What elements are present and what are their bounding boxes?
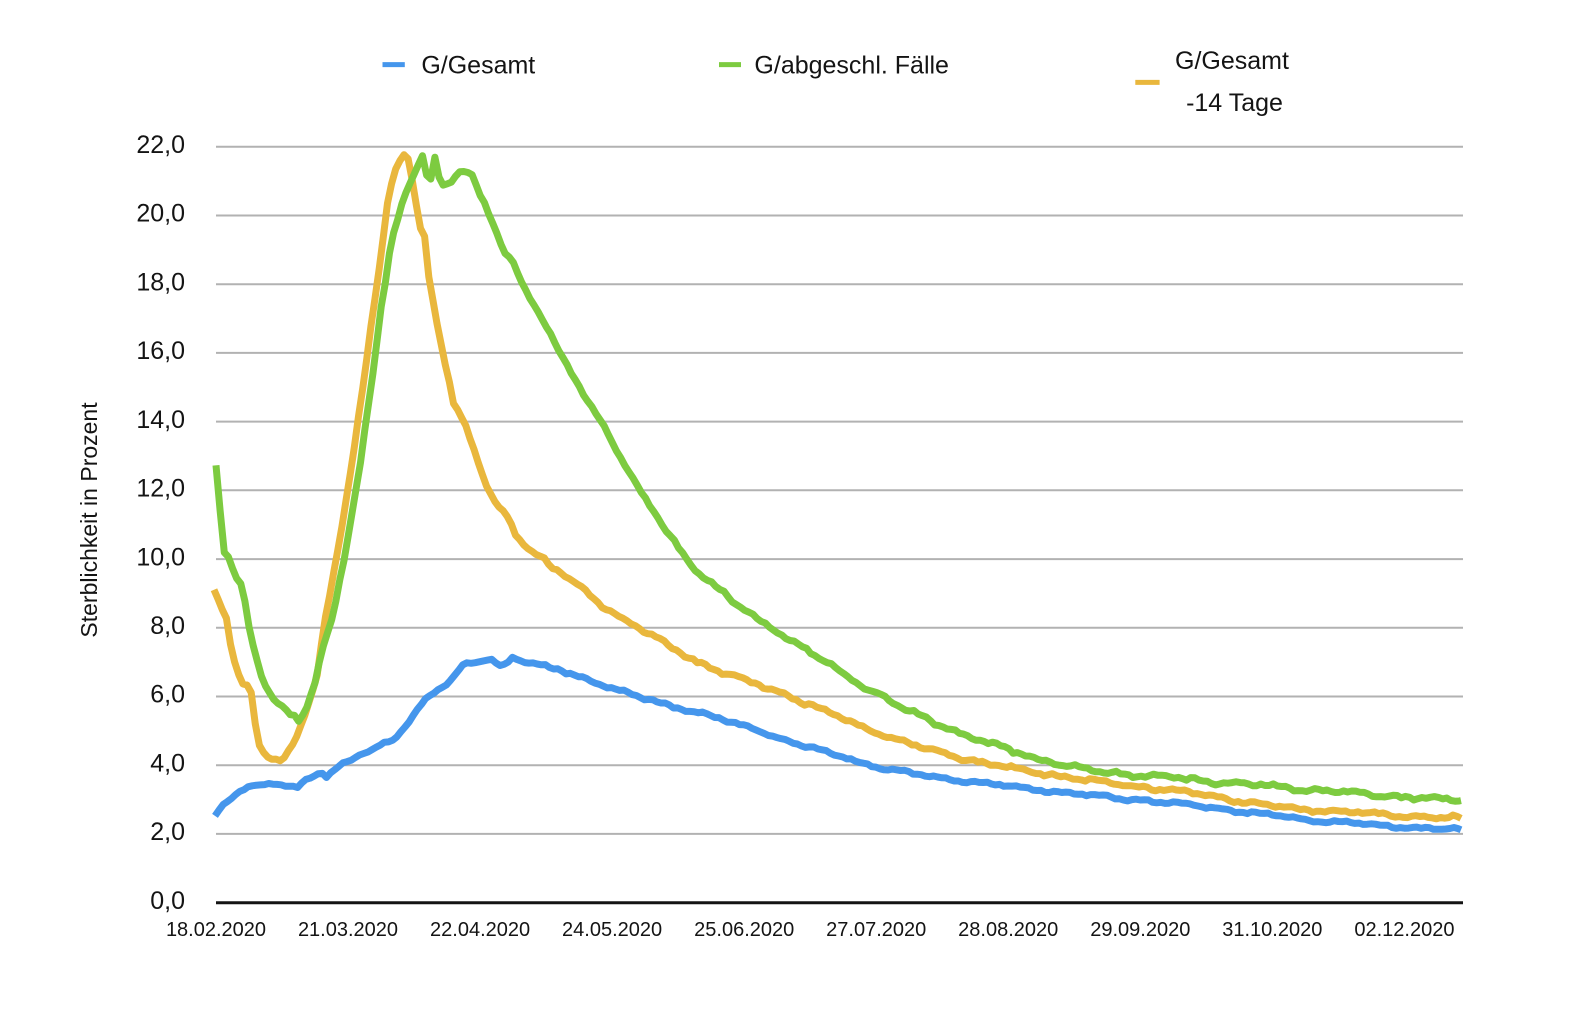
- svg-text:24.05.2020: 24.05.2020: [562, 919, 662, 941]
- svg-text:2,0: 2,0: [150, 818, 185, 846]
- svg-text:22.04.2020: 22.04.2020: [430, 919, 530, 941]
- svg-text:29.09.2020: 29.09.2020: [1090, 919, 1190, 941]
- svg-text:21.03.2020: 21.03.2020: [298, 919, 398, 941]
- svg-text:6,0: 6,0: [150, 681, 185, 709]
- svg-text:14,0: 14,0: [136, 406, 185, 434]
- svg-text:4,0: 4,0: [150, 749, 185, 777]
- svg-text:8,0: 8,0: [150, 612, 185, 640]
- svg-text:18.02.2020: 18.02.2020: [166, 919, 266, 941]
- svg-text:16,0: 16,0: [136, 337, 185, 365]
- svg-text:0,0: 0,0: [150, 887, 185, 915]
- svg-text:20,0: 20,0: [136, 200, 185, 228]
- svg-text:18,0: 18,0: [136, 268, 185, 296]
- svg-text:12,0: 12,0: [136, 475, 185, 503]
- svg-text:G/abgeschl. Fälle: G/abgeschl. Fälle: [754, 52, 949, 80]
- svg-text:25.06.2020: 25.06.2020: [694, 919, 794, 941]
- svg-text:27.07.2020: 27.07.2020: [826, 919, 926, 941]
- svg-text:G/Gesamt: G/Gesamt: [421, 52, 535, 80]
- svg-text:10,0: 10,0: [136, 543, 185, 571]
- svg-text:22,0: 22,0: [136, 131, 185, 159]
- svg-text:02.12.2020: 02.12.2020: [1354, 919, 1454, 941]
- svg-text:28.08.2020: 28.08.2020: [958, 919, 1058, 941]
- svg-text:-14 Tage: -14 Tage: [1186, 89, 1283, 117]
- svg-text:31.10.2020: 31.10.2020: [1222, 919, 1322, 941]
- svg-text:Sterblichkeit in Prozent: Sterblichkeit in Prozent: [76, 402, 102, 638]
- svg-text:G/Gesamt: G/Gesamt: [1175, 47, 1289, 75]
